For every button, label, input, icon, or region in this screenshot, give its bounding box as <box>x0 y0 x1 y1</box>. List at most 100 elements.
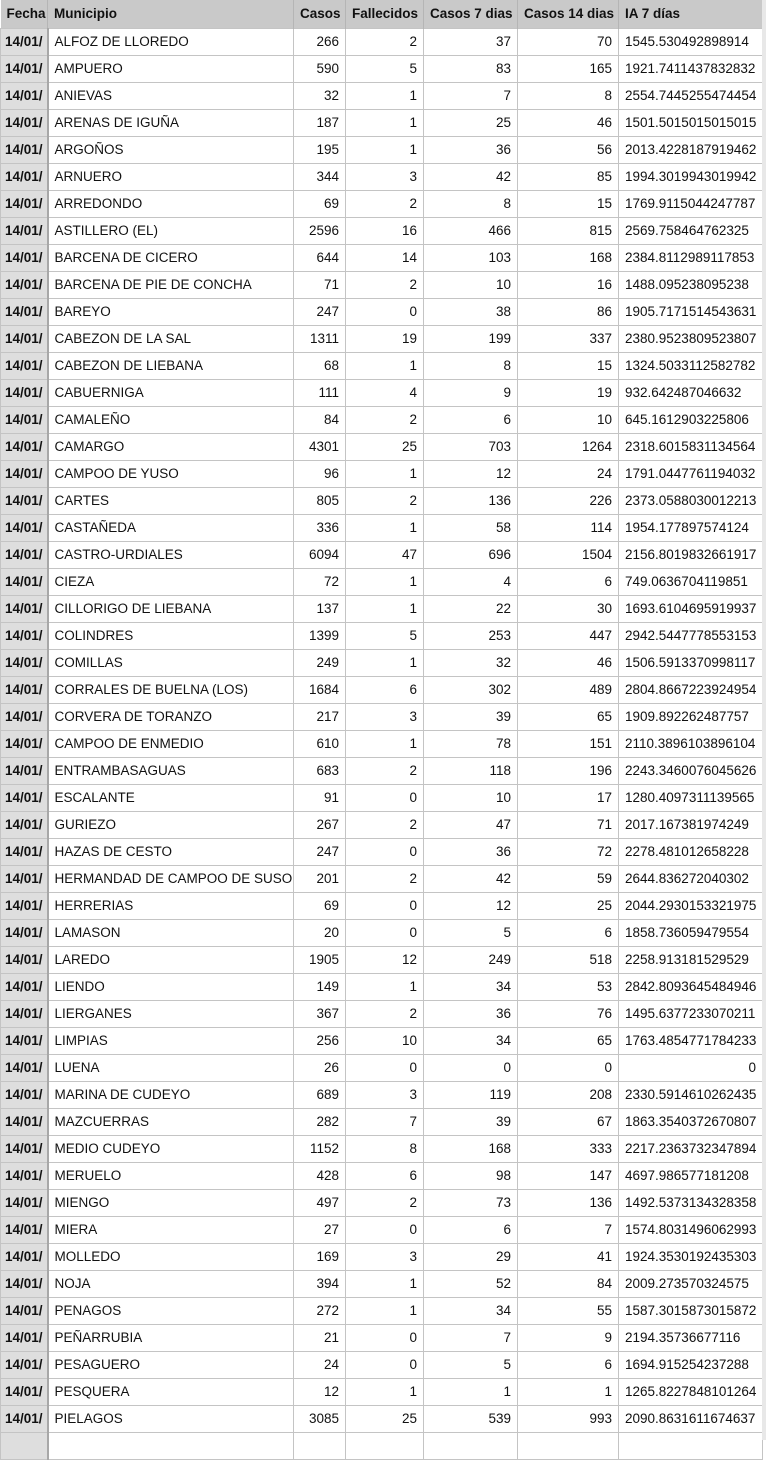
casos-cell[interactable]: 282 <box>293 1107 346 1136</box>
fecha-cell[interactable]: 14/01/ <box>0 567 49 596</box>
casos-14-dias-cell[interactable]: 15 <box>517 351 619 380</box>
header-casos-7-dias[interactable]: Casos 7 dias <box>423 0 518 28</box>
casos-cell[interactable]: 272 <box>293 1296 346 1325</box>
municipio-cell[interactable]: MARINA DE CUDEYO <box>47 1080 294 1109</box>
casos-7-dias-cell[interactable]: 5 <box>423 918 518 947</box>
casos-cell[interactable]: 32 <box>293 81 346 110</box>
municipio-cell[interactable]: CAMPOO DE ENMEDIO <box>47 729 294 758</box>
casos-7-dias-cell[interactable]: 34 <box>423 1296 518 1325</box>
casos-7-dias-cell[interactable]: 36 <box>423 135 518 164</box>
ia-7-dias-cell[interactable]: 2278.481012658228 <box>618 837 763 866</box>
ia-7-dias-cell[interactable]: 1265.8227848101264 <box>618 1377 763 1406</box>
fecha-cell[interactable]: 14/01/ <box>0 999 49 1028</box>
casos-14-dias-cell[interactable]: 25 <box>517 891 619 920</box>
ia-7-dias-cell[interactable]: 2569.758464762325 <box>618 216 763 245</box>
fecha-cell[interactable]: 14/01/ <box>0 243 49 272</box>
fallecidos-cell[interactable]: 0 <box>345 1053 424 1082</box>
fallecidos-cell[interactable]: 1 <box>345 1296 424 1325</box>
ia-7-dias-cell[interactable]: 2013.4228187919462 <box>618 135 763 164</box>
casos-7-dias-cell[interactable]: 34 <box>423 972 518 1001</box>
municipio-cell[interactable]: LAREDO <box>47 945 294 974</box>
municipio-cell[interactable]: HERMANDAD DE CAMPOO DE SUSO <box>47 864 294 893</box>
casos-14-dias-cell[interactable]: 136 <box>517 1188 619 1217</box>
municipio-cell[interactable]: HAZAS DE CESTO <box>47 837 294 866</box>
municipio-cell[interactable]: MIENGO <box>47 1188 294 1217</box>
fallecidos-cell[interactable]: 1 <box>345 108 424 137</box>
municipio-cell[interactable]: BAREYO <box>47 297 294 326</box>
casos-7-dias-cell[interactable]: 9 <box>423 378 518 407</box>
municipio-cell[interactable]: LIENDO <box>47 972 294 1001</box>
fallecidos-cell[interactable]: 2 <box>345 189 424 218</box>
municipio-cell[interactable]: PIELAGOS <box>47 1404 294 1433</box>
casos-14-dias-cell[interactable]: 1264 <box>517 432 619 461</box>
casos-7-dias-cell[interactable]: 83 <box>423 54 518 83</box>
casos-7-dias-cell[interactable]: 36 <box>423 999 518 1028</box>
municipio-cell[interactable]: CABEZON DE LIEBANA <box>47 351 294 380</box>
ia-7-dias-cell[interactable]: 1791.0447761194032 <box>618 459 763 488</box>
fecha-cell[interactable]: 14/01/ <box>0 108 49 137</box>
municipio-cell[interactable]: CILLORIGO DE LIEBANA <box>47 594 294 623</box>
casos-7-dias-cell[interactable]: 22 <box>423 594 518 623</box>
fecha-cell[interactable]: 14/01/ <box>0 702 49 731</box>
ia-7-dias-cell[interactable]: 1324.5033112582782 <box>618 351 763 380</box>
municipio-cell[interactable]: ENTRAMBASAGUAS <box>47 756 294 785</box>
fecha-cell[interactable]: 14/01/ <box>0 972 49 1001</box>
casos-7-dias-cell[interactable]: 696 <box>423 540 518 569</box>
ia-7-dias-cell[interactable]: 749.0636704119851 <box>618 567 763 596</box>
casos-14-dias-cell[interactable]: 15 <box>517 189 619 218</box>
casos-cell[interactable]: 394 <box>293 1269 346 1298</box>
fallecidos-cell[interactable]: 1 <box>345 1377 424 1406</box>
fecha-cell[interactable]: 14/01/ <box>0 1242 49 1271</box>
fallecidos-cell[interactable]: 2 <box>345 405 424 434</box>
casos-14-dias-cell[interactable]: 76 <box>517 999 619 1028</box>
casos-14-dias-cell[interactable]: 56 <box>517 135 619 164</box>
casos-cell[interactable]: 68 <box>293 351 346 380</box>
casos-7-dias-cell[interactable]: 47 <box>423 810 518 839</box>
casos-cell[interactable]: 72 <box>293 567 346 596</box>
municipio-cell[interactable]: ARNUERO <box>47 162 294 191</box>
fallecidos-cell[interactable]: 2 <box>345 27 424 56</box>
fallecidos-cell[interactable]: 0 <box>345 1350 424 1379</box>
casos-cell[interactable]: 1905 <box>293 945 346 974</box>
casos-cell[interactable]: 367 <box>293 999 346 1028</box>
fallecidos-cell[interactable]: 1 <box>345 594 424 623</box>
fallecidos-cell[interactable] <box>345 1431 424 1460</box>
ia-7-dias-cell[interactable]: 2804.8667223924954 <box>618 675 763 704</box>
municipio-cell[interactable]: BARCENA DE PIE DE CONCHA <box>47 270 294 299</box>
casos-14-dias-cell[interactable]: 53 <box>517 972 619 1001</box>
fallecidos-cell[interactable]: 25 <box>345 432 424 461</box>
municipio-cell[interactable]: CARTES <box>47 486 294 515</box>
fallecidos-cell[interactable]: 1 <box>345 513 424 542</box>
fallecidos-cell[interactable]: 2 <box>345 756 424 785</box>
ia-7-dias-cell[interactable]: 1545.530492898914 <box>618 27 763 56</box>
fecha-cell[interactable]: 14/01/ <box>0 1053 49 1082</box>
casos-cell[interactable]: 267 <box>293 810 346 839</box>
casos-14-dias-cell[interactable]: 71 <box>517 810 619 839</box>
casos-7-dias-cell[interactable]: 8 <box>423 351 518 380</box>
casos-cell[interactable]: 71 <box>293 270 346 299</box>
fallecidos-cell[interactable]: 3 <box>345 702 424 731</box>
ia-7-dias-cell[interactable]: 2156.8019832661917 <box>618 540 763 569</box>
casos-14-dias-cell[interactable]: 208 <box>517 1080 619 1109</box>
casos-14-dias-cell[interactable]: 8 <box>517 81 619 110</box>
municipio-cell[interactable]: CABEZON DE LA SAL <box>47 324 294 353</box>
casos-14-dias-cell[interactable]: 24 <box>517 459 619 488</box>
municipio-cell[interactable]: CORRALES DE BUELNA (LOS) <box>47 675 294 704</box>
casos-14-dias-cell[interactable]: 6 <box>517 918 619 947</box>
municipio-cell[interactable]: PEÑARRUBIA <box>47 1323 294 1352</box>
fecha-cell[interactable]: 14/01/ <box>0 351 49 380</box>
casos-14-dias-cell[interactable]: 337 <box>517 324 619 353</box>
fecha-cell[interactable]: 14/01/ <box>0 891 49 920</box>
fallecidos-cell[interactable]: 0 <box>345 837 424 866</box>
fecha-cell[interactable]: 14/01/ <box>0 1161 49 1190</box>
municipio-cell[interactable]: COMILLAS <box>47 648 294 677</box>
casos-cell[interactable]: 247 <box>293 837 346 866</box>
ia-7-dias-cell[interactable]: 1994.3019943019942 <box>618 162 763 191</box>
casos-7-dias-cell[interactable]: 119 <box>423 1080 518 1109</box>
municipio-cell[interactable]: MEDIO CUDEYO <box>47 1134 294 1163</box>
casos-14-dias-cell[interactable]: 226 <box>517 486 619 515</box>
casos-7-dias-cell[interactable]: 6 <box>423 405 518 434</box>
fallecidos-cell[interactable]: 16 <box>345 216 424 245</box>
fecha-cell[interactable]: 14/01/ <box>0 1377 49 1406</box>
casos-7-dias-cell[interactable]: 7 <box>423 81 518 110</box>
